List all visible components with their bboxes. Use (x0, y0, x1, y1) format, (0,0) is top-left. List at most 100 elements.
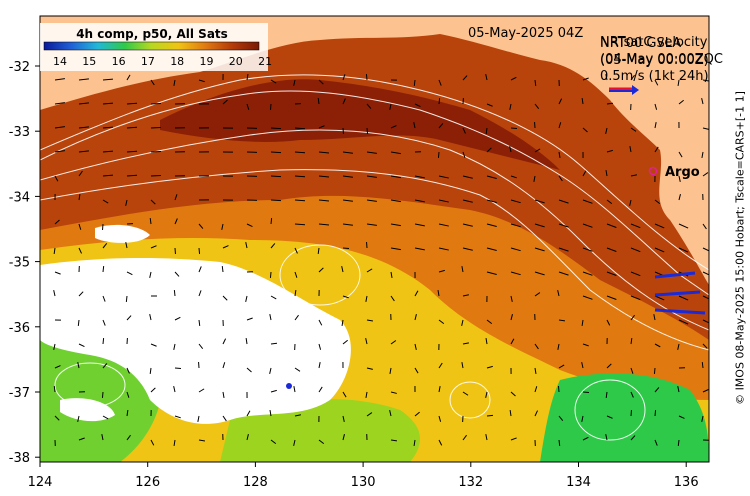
y-tick-label: -33 (9, 125, 30, 140)
velocity-arrow (414, 199, 425, 203)
velocity-arrow (78, 193, 81, 201)
velocity-arrow (54, 271, 61, 275)
velocity-arrow (342, 199, 353, 202)
velocity-arrow (701, 361, 704, 369)
velocity-arrow (702, 295, 709, 300)
velocity-arrow (173, 79, 176, 86)
velocity-arrow (270, 217, 273, 225)
velocity-arrow (605, 170, 608, 177)
velocity-arrow (606, 363, 612, 369)
velocity-arrow (126, 126, 138, 129)
velocity-arrow (150, 245, 157, 249)
velocity-arrow (582, 436, 589, 441)
velocity-arrow (677, 386, 680, 393)
velocity-arrow (198, 439, 206, 442)
velocity-arrow (701, 151, 704, 158)
velocity-arrow (702, 127, 709, 130)
velocity-arrow (150, 102, 162, 105)
velocity-arrow (462, 247, 473, 251)
velocity-arrow (365, 338, 368, 345)
velocity-arrow (125, 242, 128, 249)
velocity-arrow (462, 151, 466, 158)
velocity-arrow (630, 367, 634, 374)
velocity-arrow (102, 102, 114, 105)
velocity-arrow (437, 151, 440, 159)
velocity-arrow (390, 151, 401, 155)
colorbar-tick-label: 15 (82, 55, 96, 68)
velocity-arrow (125, 199, 128, 206)
velocity-arrow (414, 314, 417, 321)
velocity-arrow (270, 79, 277, 84)
y-tick-label: -32 (9, 60, 30, 75)
velocity-arrow (318, 199, 329, 202)
velocity-arrow (342, 434, 345, 441)
velocity-arrow (581, 362, 584, 369)
velocity-arrow (630, 314, 635, 321)
velocity-arrow (293, 386, 296, 393)
velocity-arrow (437, 290, 440, 297)
velocity-arrow (53, 343, 56, 350)
velocity-arrow (677, 79, 680, 87)
velocity-arrow (461, 266, 464, 273)
velocity-arrow (269, 410, 272, 417)
velocity-arrow (102, 363, 108, 369)
green-zone-southeast (540, 373, 709, 462)
velocity-arrow (390, 175, 401, 179)
velocity-arrow (678, 223, 689, 229)
velocity-arrow (654, 146, 659, 153)
velocity-arrow (126, 174, 138, 177)
velocity-arrow (486, 147, 492, 153)
velocity-arrow (318, 151, 329, 154)
velocity-arrow (365, 73, 368, 81)
velocity-arrow (221, 265, 224, 273)
velocity-scale-label: 0.5m/s (1kt 24h) (600, 69, 709, 84)
velocity-arrow (342, 175, 353, 178)
velocity-arrow (366, 367, 373, 370)
velocity-arrow (582, 247, 593, 252)
velocity-arrow (510, 127, 518, 130)
velocity-arrow (270, 243, 276, 249)
velocity-arrow (582, 223, 593, 228)
velocity-arrow (654, 409, 657, 417)
velocity-arrow (149, 271, 152, 278)
velocity-arrow (174, 415, 181, 419)
velocity-arrow (702, 343, 708, 349)
velocity-arrow (149, 367, 152, 375)
colorbar-strip (43, 41, 260, 51)
velocity-arrow (342, 223, 353, 226)
velocity-arrow (269, 367, 272, 374)
velocity-arrow (366, 151, 377, 154)
velocity-arrow (438, 269, 445, 273)
velocity-arrow (485, 338, 488, 345)
x-tick-label: 130 (351, 475, 376, 490)
velocity-arrow (702, 319, 709, 324)
velocity-arrow (654, 199, 661, 205)
velocity-arrow (126, 74, 131, 81)
velocity-arrow (630, 127, 637, 132)
velocity-arrow (558, 151, 561, 158)
velocity-arrow (245, 337, 248, 345)
velocity-arrow (77, 415, 80, 422)
velocity-arrow (534, 148, 541, 153)
velocity-arrow (245, 242, 248, 249)
velocity-arrow (366, 268, 373, 273)
velocity-arrow (318, 125, 325, 129)
velocity-arrow (534, 386, 538, 393)
velocity-arrow (413, 79, 416, 87)
velocity-arrow (485, 434, 488, 441)
velocity-arrow (294, 199, 306, 202)
velocity-arrow (582, 271, 593, 276)
velocity-arrow (222, 295, 228, 301)
velocity-arrow (678, 151, 683, 158)
velocity-arrow (558, 98, 563, 105)
velocity-arrow (246, 103, 250, 110)
velocity-arrow (78, 102, 89, 105)
velocity-arrow (173, 439, 176, 447)
velocity-arrow (630, 247, 641, 253)
velocity-arrow (653, 367, 656, 375)
velocity-arrow (365, 391, 368, 398)
velocity-arrow (557, 290, 560, 297)
velocity-arrow (270, 127, 282, 130)
velocity-arrow (318, 386, 323, 393)
velocity-arrow (126, 434, 131, 441)
